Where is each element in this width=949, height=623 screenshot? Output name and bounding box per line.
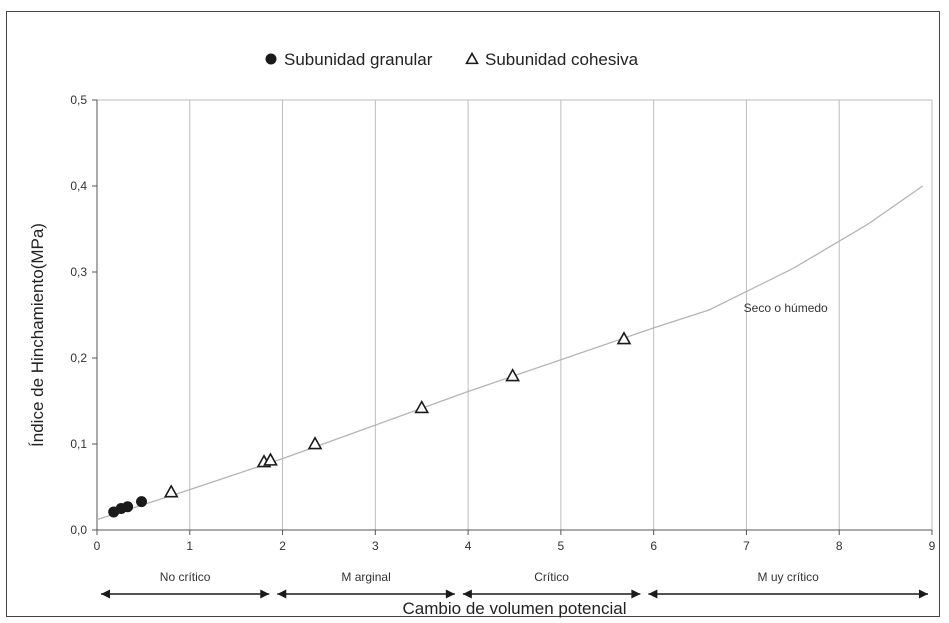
x-axis-title: Cambio de volumen potencial	[403, 599, 627, 618]
zone-arrowhead-left	[648, 589, 658, 599]
zone-label: M uy crítico	[758, 570, 820, 584]
zone-label: No crítico	[160, 570, 211, 584]
grid	[97, 99, 933, 530]
data-point-cohesiva	[616, 331, 632, 345]
y-tick-label: 0,4	[70, 179, 87, 193]
zone-arrowhead-right	[445, 589, 455, 599]
legend-label: Subunidad cohesiva	[485, 50, 639, 69]
data-point-cohesiva	[505, 368, 521, 382]
legend-label: Subunidad granular	[284, 50, 433, 69]
y-tick-label: 0,2	[70, 351, 87, 365]
x-tick-label: 2	[279, 539, 286, 553]
zone-label: M arginal	[341, 570, 390, 584]
legend-marker-circle	[265, 53, 277, 65]
zone-arrowhead-left	[462, 589, 472, 599]
x-tick-label: 6	[650, 539, 657, 553]
x-tick-label: 8	[836, 539, 843, 553]
data-point-cohesiva	[414, 399, 430, 414]
data-point-cohesiva	[307, 436, 323, 450]
zones: No crítico M arginal Crítico M uy crítico	[101, 570, 928, 599]
curve-line	[96, 185, 924, 521]
x-tick-label: 7	[743, 539, 750, 553]
data-point-granular	[136, 496, 148, 508]
y-tick-label: 0,5	[70, 93, 87, 107]
chart-text: 0 1 2 3 4 5 6 7 8 9 0,0 0,1 0,2 0,3 0,4 0,5 Seco o húmed…	[28, 93, 936, 618]
y-tick-label: 0,3	[70, 265, 87, 279]
zone-label: Crítico	[534, 570, 569, 584]
x-tick-label: 1	[186, 539, 193, 553]
x-tick-label: 5	[558, 539, 565, 553]
data-point-cohesiva	[263, 452, 278, 466]
curve-annotation: Seco o húmedo	[744, 301, 828, 315]
y-axis-title: Índice de Hinchamiento(MPa)	[28, 223, 47, 447]
y-tick-label: 0,0	[70, 523, 87, 537]
zone-arrowhead-right	[919, 589, 928, 599]
legend[interactable]: Subunidad granular Subunidad cohesiva	[265, 50, 639, 69]
legend-marker-triangle	[465, 51, 479, 65]
x-tick-label: 4	[465, 539, 472, 553]
data-point-granular	[122, 501, 134, 513]
data-markers	[108, 331, 632, 518]
x-tick-label: 9	[929, 539, 936, 553]
y-tick-label: 0,1	[70, 437, 87, 451]
data-point-cohesiva	[163, 484, 179, 498]
zone-arrowhead-left	[277, 589, 287, 599]
chart-frame	[6, 11, 940, 617]
zone-arrowhead-left	[101, 589, 110, 599]
reference-curve	[96, 185, 924, 521]
axes	[92, 99, 933, 535]
zone-arrowhead-right	[260, 589, 270, 599]
zone-arrowhead-right	[631, 589, 641, 599]
x-tick-label: 0	[94, 539, 101, 553]
x-tick-label: 3	[372, 539, 379, 553]
